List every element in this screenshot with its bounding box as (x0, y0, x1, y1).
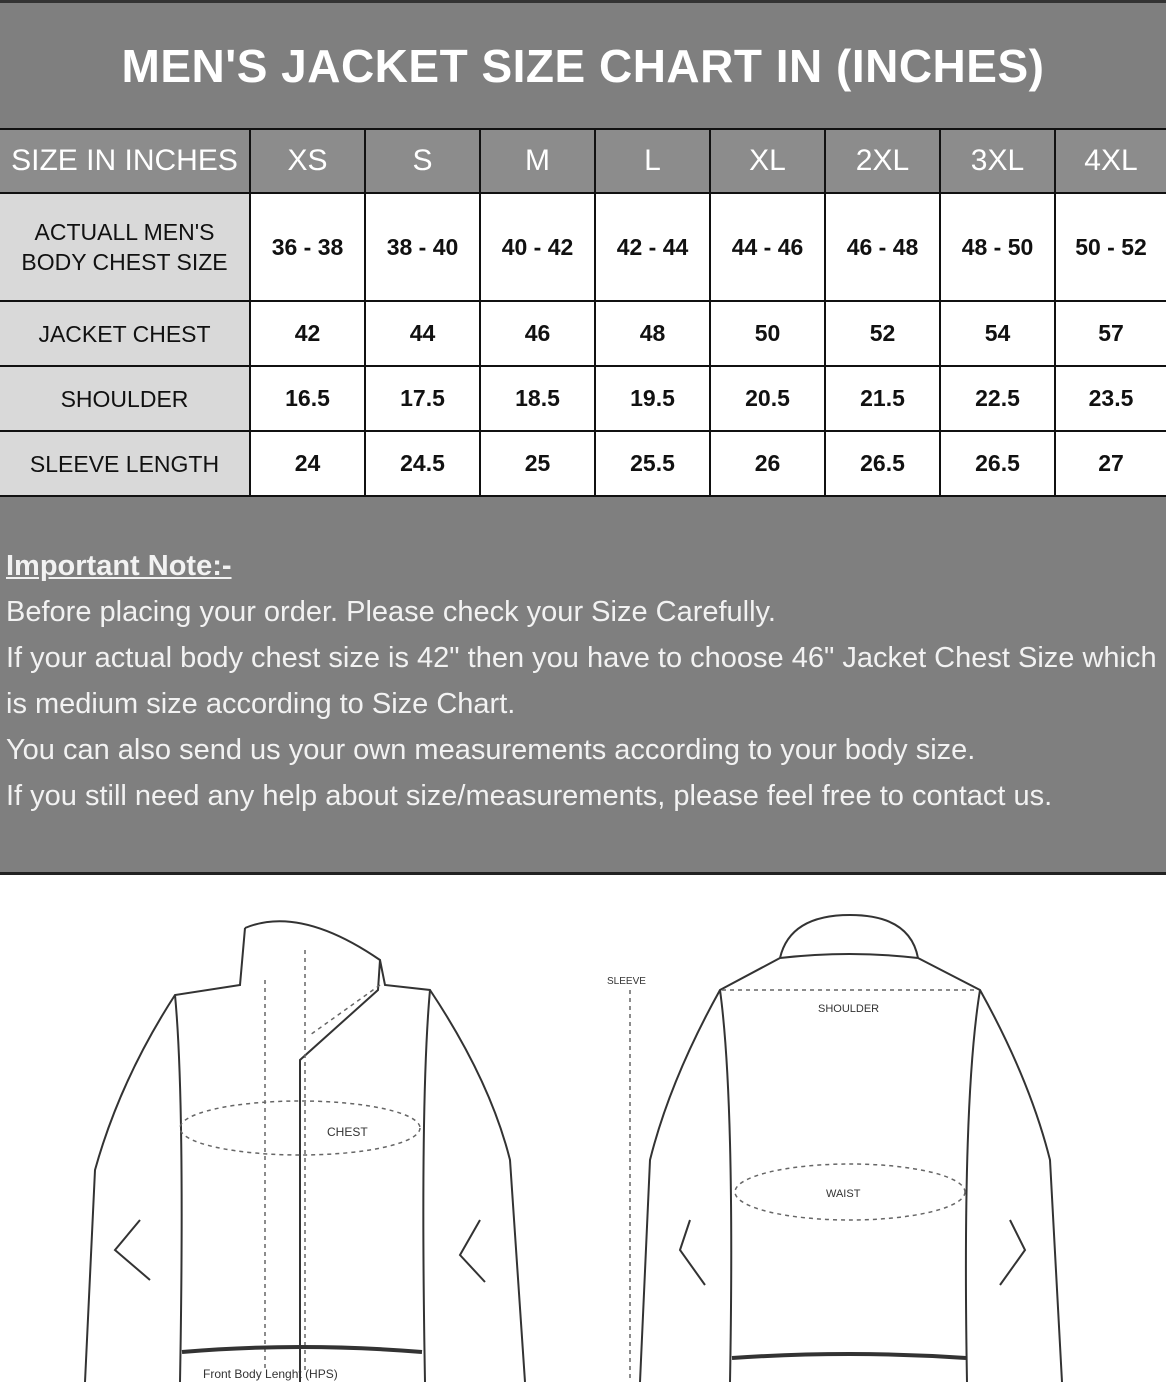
note-line: If your actual body chest size is 42" th… (6, 642, 1157, 720)
outline (174, 994, 183, 1382)
header-cell: SIZE IN INCHES (0, 130, 249, 192)
outline (639, 957, 781, 1382)
table-cell: 54 (941, 302, 1054, 365)
size-table: SIZE IN INCHES XS S M L XL 2XL 3XL 4XL ACTUALL ME… (0, 128, 1166, 497)
outline (917, 957, 1063, 1382)
row-label: SHOULDER (0, 367, 249, 430)
table-cell: 26.5 (941, 432, 1054, 495)
table-cell: 42 (251, 302, 364, 365)
note-heading: Important Note:- (6, 550, 232, 582)
table-cell: 24.5 (366, 432, 479, 495)
table-cell: 23.5 (1056, 367, 1166, 430)
seam (309, 984, 381, 1036)
waist-guide (734, 1163, 966, 1221)
collar (779, 953, 919, 959)
table-cell: 25.5 (596, 432, 709, 495)
outline (458, 1219, 486, 1283)
note: Important Note:- Before placing your ord… (0, 497, 1166, 875)
table-cell: 17.5 (366, 367, 479, 430)
table-cell: 26 (711, 432, 824, 495)
header-cell: L (596, 130, 709, 192)
table-cell: 26.5 (826, 432, 939, 495)
shoulder-label: SHOULDER (818, 1003, 879, 1015)
collar (779, 913, 919, 959)
table-cell: 44 (366, 302, 479, 365)
header-cell: S (366, 130, 479, 192)
outline (999, 1219, 1027, 1286)
chest-guide (179, 1100, 421, 1156)
back-jacket: SLEEVE SHOULDER WAIST (607, 913, 1063, 1382)
table-cell: 24 (251, 432, 364, 495)
header-cell: XS (251, 130, 364, 192)
table-cell: 48 (596, 302, 709, 365)
table-cell: 42 - 44 (596, 194, 709, 300)
table-cell: 50 (711, 302, 824, 365)
table-cell: 50 - 52 (1056, 194, 1166, 300)
illustration: CHEST Front Body Lenght (HPS) SLEEVE SHO… (84, 913, 1063, 1382)
header-cell: XL (711, 130, 824, 192)
table-cell: 16.5 (251, 367, 364, 430)
hem (181, 1345, 423, 1354)
table-cell: 27 (1056, 432, 1166, 495)
table-cell: 48 - 50 (941, 194, 1054, 300)
table-cell: 57 (1056, 302, 1166, 365)
chest-label: CHEST (327, 1125, 368, 1139)
length-label: Front Body Lenght (HPS) (203, 1367, 338, 1381)
header-cell: M (481, 130, 594, 192)
table-cell: 20.5 (711, 367, 824, 430)
outline (678, 1219, 706, 1286)
outline (964, 989, 981, 1382)
header-cell: 2XL (826, 130, 939, 192)
table-cell: 40 - 42 (481, 194, 594, 300)
outline (84, 927, 246, 1382)
note-line: If you still need any help about size/me… (6, 780, 1053, 812)
outline (379, 959, 526, 1382)
row-label: ACTUALL MEN'S BODY CHEST SIZE (0, 194, 249, 300)
table-cell: 46 - 48 (826, 194, 939, 300)
table-cell: 19.5 (596, 367, 709, 430)
header-cell: 3XL (941, 130, 1054, 192)
table-cell: 44 - 46 (711, 194, 824, 300)
table-cell: 25 (481, 432, 594, 495)
outline (113, 1219, 151, 1281)
table-cell: 36 - 38 (251, 194, 364, 300)
sleeve-label: SLEEVE (607, 976, 646, 987)
note-line: You can also send us your own measuremen… (6, 734, 976, 766)
row-label: SLEEVE LENGTH (0, 432, 249, 495)
table-cell: 18.5 (481, 367, 594, 430)
table-cell: 22.5 (941, 367, 1054, 430)
note-line: Before placing your order. Please check … (6, 596, 776, 628)
outline (422, 989, 431, 1382)
table-cell: 38 - 40 (366, 194, 479, 300)
table-cell: 46 (481, 302, 594, 365)
waist-label: WAIST (826, 1188, 861, 1200)
hem (731, 1352, 967, 1360)
table-cell: 21.5 (826, 367, 939, 430)
outline (719, 989, 733, 1382)
front-jacket: CHEST Front Body Lenght (HPS) (84, 920, 526, 1382)
header-cell: 4XL (1056, 130, 1166, 192)
row-label: JACKET CHEST (0, 302, 249, 365)
table-cell: 52 (826, 302, 939, 365)
title: MEN'S JACKET SIZE CHART IN (INCHES) (0, 0, 1166, 128)
